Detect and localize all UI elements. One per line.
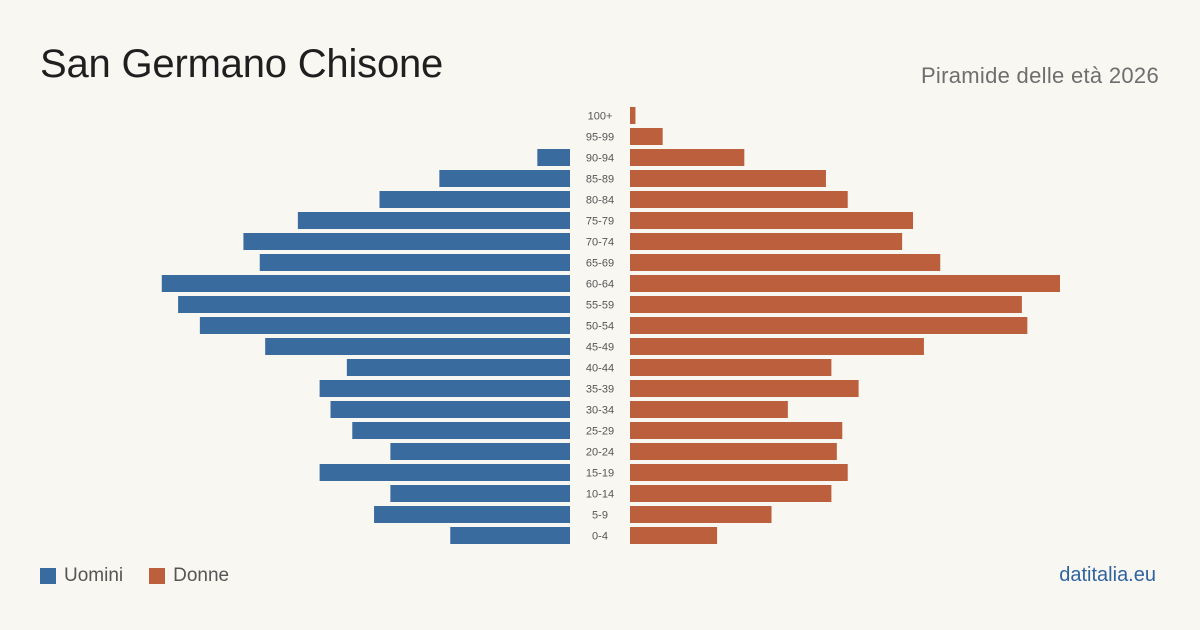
legend: Uomini Donne	[40, 565, 255, 587]
bar-men-40-44	[346, 359, 570, 376]
age-label-10-14: 10-14	[586, 489, 614, 501]
bar-men-50-54	[199, 317, 570, 334]
age-label-80-84: 80-84	[586, 195, 614, 207]
age-label-90-94: 90-94	[586, 153, 614, 165]
bar-men-75-79	[297, 212, 570, 229]
bar-women-5-9	[630, 506, 772, 523]
bar-men-85-89	[439, 170, 570, 187]
page-title: San Germano Chisone	[40, 42, 444, 86]
legend-label-men: Uomini	[64, 565, 124, 586]
bar-women-50-54	[630, 317, 1028, 334]
bar-women-80-84	[630, 191, 848, 208]
bar-women-95-99	[630, 128, 663, 145]
legend-swatch-men	[40, 568, 56, 584]
age-label-25-29: 25-29	[586, 426, 614, 438]
bar-men-30-34	[330, 401, 570, 418]
age-label-55-59: 55-59	[586, 300, 614, 312]
age-label-50-54: 50-54	[586, 321, 614, 333]
age-label-75-79: 75-79	[586, 216, 614, 228]
age-label-15-19: 15-19	[586, 468, 614, 480]
bar-men-35-39	[319, 380, 570, 397]
age-label-95-99: 95-99	[586, 132, 614, 144]
bar-women-35-39	[630, 380, 859, 397]
bar-women-70-74	[630, 233, 903, 250]
age-label-40-44: 40-44	[586, 363, 614, 375]
bar-men-90-94	[537, 149, 570, 166]
age-label-20-24: 20-24	[586, 447, 614, 459]
age-label-35-39: 35-39	[586, 384, 614, 396]
bar-women-55-59	[630, 296, 1022, 313]
bar-women-20-24	[630, 443, 837, 460]
brand-link[interactable]: datitalia.eu	[1059, 564, 1156, 586]
bar-men-20-24	[390, 443, 570, 460]
bar-women-10-14	[630, 485, 832, 502]
bar-men-25-29	[352, 422, 570, 439]
bar-men-45-49	[265, 338, 570, 355]
bar-women-45-49	[630, 338, 924, 355]
age-label-85-89: 85-89	[586, 174, 614, 186]
legend-item-men: Uomini	[40, 565, 123, 587]
bar-women-60-64	[630, 275, 1060, 292]
age-label-0-4: 0-4	[592, 531, 608, 543]
legend-item-women: Donne	[149, 565, 229, 587]
bar-men-70-74	[243, 233, 570, 250]
bar-women-40-44	[630, 359, 832, 376]
bar-women-30-34	[630, 401, 788, 418]
age-label-5-9: 5-9	[592, 510, 608, 522]
bar-men-0-4	[450, 527, 570, 544]
bar-men-60-64	[161, 275, 570, 292]
legend-swatch-women	[149, 568, 166, 584]
age-label-100plus: 100+	[588, 111, 613, 123]
bar-women-100plus	[630, 107, 636, 124]
bar-men-55-59	[178, 296, 571, 313]
bar-men-65-69	[259, 254, 570, 271]
bar-men-5-9	[374, 506, 570, 523]
bar-men-15-19	[319, 464, 570, 481]
population-pyramid-chart: 100+ 95-99 90-94 85-89 80-84 75-79 70-74 65-69 6…	[161, 107, 1060, 544]
bar-women-15-19	[630, 464, 848, 481]
bar-women-75-79	[630, 212, 914, 229]
age-label-70-74: 70-74	[586, 237, 614, 249]
bar-women-25-29	[630, 422, 843, 439]
bar-men-10-14	[390, 485, 570, 502]
bar-men-80-84	[379, 191, 570, 208]
legend-label-women: Donne	[173, 565, 230, 586]
bar-women-65-69	[630, 254, 941, 271]
age-label-30-34: 30-34	[586, 405, 614, 417]
bar-women-85-89	[630, 170, 826, 187]
bar-women-90-94	[630, 149, 745, 166]
age-label-45-49: 45-49	[586, 342, 614, 354]
age-label-60-64: 60-64	[586, 279, 614, 291]
chart-subtitle: Piramide delle età 2026	[920, 63, 1159, 88]
bar-women-0-4	[630, 527, 718, 544]
age-label-65-69: 65-69	[586, 258, 614, 270]
